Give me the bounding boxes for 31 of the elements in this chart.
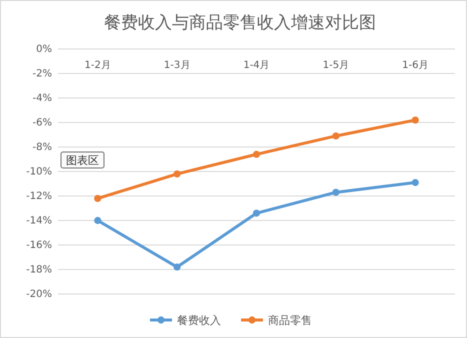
- legend-label: 餐费收入: [177, 314, 221, 327]
- x-tick-label: 1-3月: [164, 60, 190, 72]
- y-tick-label: 0%: [36, 44, 52, 56]
- annotation: 图表区: [66, 154, 99, 167]
- point: [174, 170, 181, 178]
- x-tick-label: 1-4月: [243, 60, 270, 72]
- point: [174, 263, 181, 271]
- y-tick-label: -18%: [26, 264, 52, 276]
- y-tick-label: -6%: [32, 118, 52, 129]
- y-tick-label: -4%: [32, 93, 52, 104]
- x-tick-label: 1-2月: [84, 60, 111, 72]
- y-tick-label: -2%: [32, 68, 52, 80]
- point: [94, 216, 102, 224]
- y-tick-label: -8%: [32, 142, 52, 154]
- point: [332, 132, 340, 140]
- chart-title: 餐费收入与商品零售收入增速对比图: [104, 13, 376, 33]
- x-tick-label: 1-5月: [322, 60, 350, 72]
- y-tick-label: -10%: [26, 166, 52, 178]
- point: [252, 150, 260, 158]
- y-tick-label: -14%: [26, 216, 52, 227]
- point: [94, 194, 102, 202]
- point: [252, 210, 260, 217]
- y-tick-label: -16%: [26, 240, 52, 252]
- y-tick-label: -20%: [26, 289, 52, 300]
- tooltip-box: 图表区: [60, 152, 104, 168]
- y-tick-label: -12%: [26, 191, 52, 202]
- point: [412, 116, 419, 124]
- x-tick-label: 1-6月: [402, 60, 428, 72]
- point: [332, 188, 340, 196]
- point: [412, 178, 419, 186]
- legend-label: 商品零售: [268, 314, 312, 327]
